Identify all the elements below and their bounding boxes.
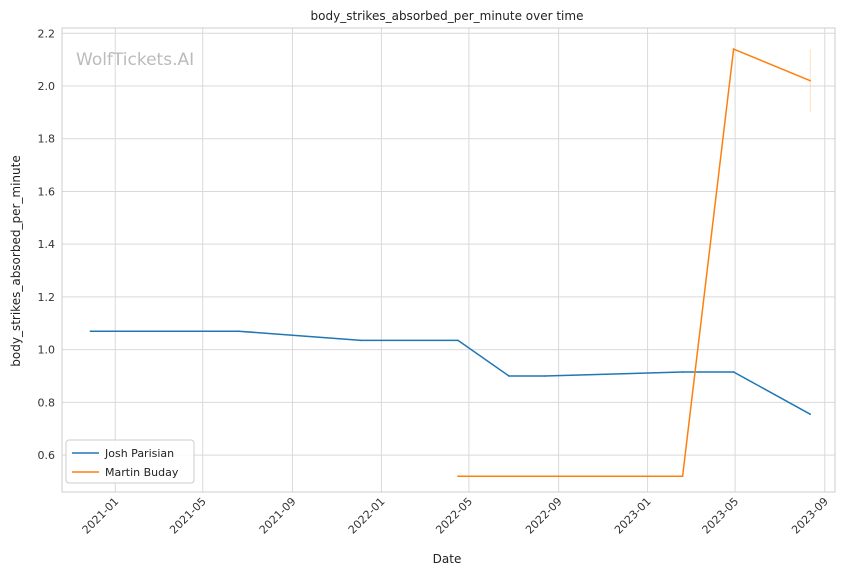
watermark: WolfTickets.AI — [76, 50, 194, 70]
x-tick-label: 2021-05 — [167, 495, 209, 537]
y-tick-label: 0.6 — [38, 449, 56, 462]
x-tick-label: 2023-01 — [612, 495, 654, 537]
y-tick-label: 1.8 — [38, 133, 56, 146]
x-tick-label: 2021-01 — [80, 495, 122, 537]
y-tick-label: 1.2 — [38, 291, 56, 304]
data-point — [681, 475, 684, 477]
series-line-1 — [90, 330, 811, 415]
data-point — [543, 375, 546, 377]
data-point — [681, 371, 684, 373]
data-point — [89, 330, 92, 332]
series-line-2 — [458, 48, 811, 477]
y-tick-label: 1.0 — [38, 344, 56, 357]
x-tick-label: 2023-09 — [789, 495, 831, 537]
data-point — [508, 375, 510, 377]
y-tick-label: 1.4 — [38, 238, 56, 251]
series-layer — [89, 48, 812, 477]
data-point — [809, 79, 812, 82]
data-point — [809, 413, 812, 416]
grid — [62, 28, 835, 492]
legend: Josh Parisian Martin Buday — [65, 439, 195, 484]
y-tick-label: 2.2 — [38, 27, 56, 40]
legend-label: Josh Parisian — [104, 447, 174, 460]
y-axis-label: body_strikes_absorbed_per_minute — [9, 155, 23, 366]
plot-frame — [61, 27, 836, 493]
x-tick-label: 2022-09 — [523, 495, 565, 537]
chart-title: body_strikes_absorbed_per_minute over ti… — [311, 9, 584, 23]
data-point — [457, 475, 459, 477]
x-tick-label: 2022-01 — [346, 495, 388, 537]
x-tick-label: 2021-09 — [257, 495, 299, 537]
x-tick-label: 2022-05 — [433, 495, 475, 537]
y-tick-label: 2.0 — [38, 80, 56, 93]
data-point — [457, 339, 459, 342]
data-point — [360, 339, 362, 342]
x-tick-label: 2023-05 — [700, 495, 742, 537]
y-tick-label: 0.8 — [38, 396, 56, 409]
data-point — [732, 371, 735, 373]
y-axis-ticks: 0.6 0.8 1.0 1.2 1.4 1.6 1.8 2.0 2.2 — [38, 27, 56, 462]
x-axis-label: Date — [433, 552, 462, 566]
data-point — [237, 330, 240, 332]
data-point — [732, 48, 735, 50]
y-tick-label: 1.6 — [38, 185, 56, 198]
x-axis-ticks: 2021-01 2021-05 2021-09 2022-01 2022-05 2022-… — [80, 495, 831, 537]
legend-label: Martin Buday — [105, 466, 179, 479]
